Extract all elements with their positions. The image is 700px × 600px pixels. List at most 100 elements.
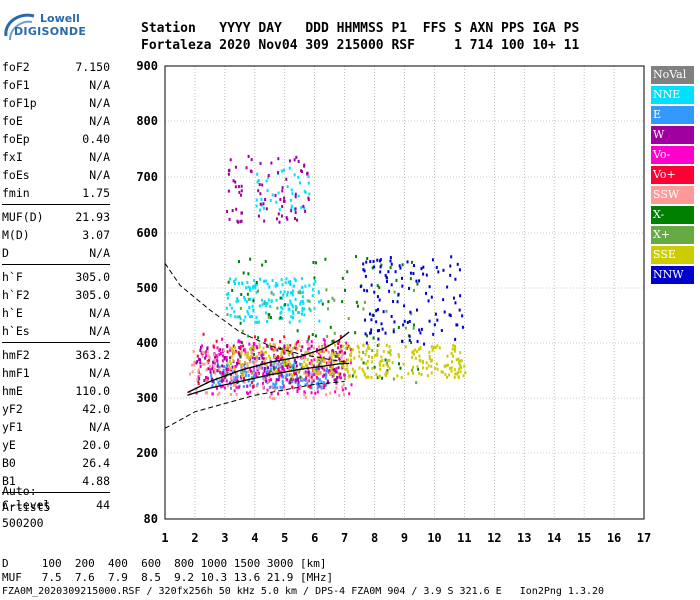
echo-point-e	[234, 377, 237, 381]
echo-point-vo-	[217, 368, 220, 372]
echo-point-nne	[279, 290, 282, 294]
echo-point-ssw	[243, 380, 246, 384]
echo-point-sse	[249, 355, 252, 359]
param-label: h`F2	[2, 288, 30, 302]
echo-point-sse	[332, 371, 335, 375]
echo-point-w	[337, 366, 340, 370]
echo-point-vo-	[307, 373, 310, 377]
echo-point-x-	[246, 292, 249, 296]
echo-point-nne	[297, 194, 300, 198]
echo-point-w	[294, 192, 297, 196]
echo-point-w	[222, 378, 225, 382]
echo-point-x-	[341, 276, 344, 280]
echo-point-x-	[334, 354, 337, 358]
param-label: h`F	[2, 270, 23, 284]
echo-point-w	[312, 379, 315, 383]
echo-point-nnw	[381, 327, 384, 331]
echo-point-vo-	[240, 376, 243, 380]
echo-point-nne	[288, 166, 291, 170]
echo-point-w	[277, 212, 280, 216]
echo-point-ssw	[235, 392, 238, 396]
echo-point-w	[240, 189, 243, 193]
echo-point-w	[216, 364, 219, 368]
x-tick-label: 13	[517, 531, 531, 545]
x-tick-label: 17	[637, 531, 651, 545]
echo-point-w	[304, 370, 307, 374]
echo-point-nne	[271, 193, 274, 197]
echo-point-ssw	[304, 396, 307, 400]
echo-point-w	[211, 377, 214, 381]
echo-point-nne	[276, 283, 279, 287]
echo-point-sse	[418, 358, 421, 362]
echo-point-x-	[362, 350, 365, 354]
echo-point-vo-	[204, 351, 207, 355]
echo-point-sse	[272, 343, 275, 347]
echo-point-w	[285, 177, 288, 181]
echo-point-sse	[367, 343, 370, 347]
legend-item-vo-: Vo+	[651, 166, 694, 186]
echo-point-x-	[410, 260, 413, 264]
echo-point-vo-	[245, 391, 248, 395]
echo-point-sse	[275, 369, 278, 373]
echo-point-vo-	[202, 332, 205, 336]
echo-point-x-	[313, 276, 316, 280]
echo-point-w	[225, 358, 228, 362]
echo-point-e	[247, 374, 250, 378]
echo-point-nnw	[423, 342, 426, 346]
echo-point-vo-	[239, 347, 242, 351]
echo-point-nne	[293, 277, 296, 281]
echo-point-nnw	[388, 289, 391, 293]
echo-point-vo-	[234, 365, 237, 369]
echo-point-nnw	[461, 325, 464, 329]
echo-point-nne	[280, 169, 283, 173]
echo-point-sse	[282, 359, 285, 363]
echo-point-nne	[256, 172, 259, 176]
echo-point-sse	[370, 360, 373, 364]
echo-point-ssw	[338, 393, 341, 397]
echo-point-e	[225, 363, 228, 367]
echo-point-e	[317, 383, 320, 387]
echo-point-nne	[290, 207, 293, 211]
echo-point-x-	[272, 348, 275, 352]
echo-point-sse	[339, 347, 342, 351]
param-row-b1: B1 4.88	[2, 472, 110, 490]
echo-point-x-	[308, 299, 311, 303]
echo-point-vo-	[309, 385, 312, 389]
echo-point-w	[229, 158, 232, 162]
echo-point-e	[244, 374, 247, 378]
echo-point-x-	[227, 280, 230, 284]
echo-point-sse	[388, 367, 391, 371]
echo-point-sse	[412, 352, 415, 356]
echo-point-e	[275, 382, 278, 386]
echo-point-sse	[346, 370, 349, 374]
echo-point-vo-	[308, 361, 311, 365]
echo-point-sse	[233, 346, 236, 350]
echo-point-ssw	[246, 364, 249, 368]
echo-point-w	[234, 180, 237, 184]
echo-point-w	[229, 356, 232, 360]
echo-point-w	[228, 381, 231, 385]
echo-point-sse	[398, 355, 401, 359]
echo-point-vo-	[314, 391, 317, 395]
echo-point-x-	[401, 263, 404, 267]
echo-point-vo-	[277, 356, 280, 360]
echo-point-nnw	[370, 283, 373, 287]
echo-point-vo-	[212, 345, 215, 349]
echo-point-x-	[324, 257, 327, 261]
echo-point-sse	[349, 353, 352, 357]
echo-point-sse	[388, 358, 391, 362]
echo-point-nne	[256, 320, 259, 324]
echo-point-nne	[225, 306, 228, 310]
echo-point-w	[238, 346, 241, 350]
echo-point-e	[247, 379, 250, 383]
echo-point-e	[297, 383, 300, 387]
echo-point-w	[338, 350, 341, 354]
echo-point-ssw	[301, 356, 304, 360]
echo-point-ssw	[201, 350, 204, 354]
echo-point-ssw	[299, 385, 302, 389]
echo-point-nnw	[461, 314, 464, 318]
echo-point-ssw	[258, 352, 261, 356]
echo-point-vo-	[282, 350, 285, 354]
x-tick-label: 9	[401, 531, 408, 545]
echo-point-sse	[422, 366, 425, 370]
